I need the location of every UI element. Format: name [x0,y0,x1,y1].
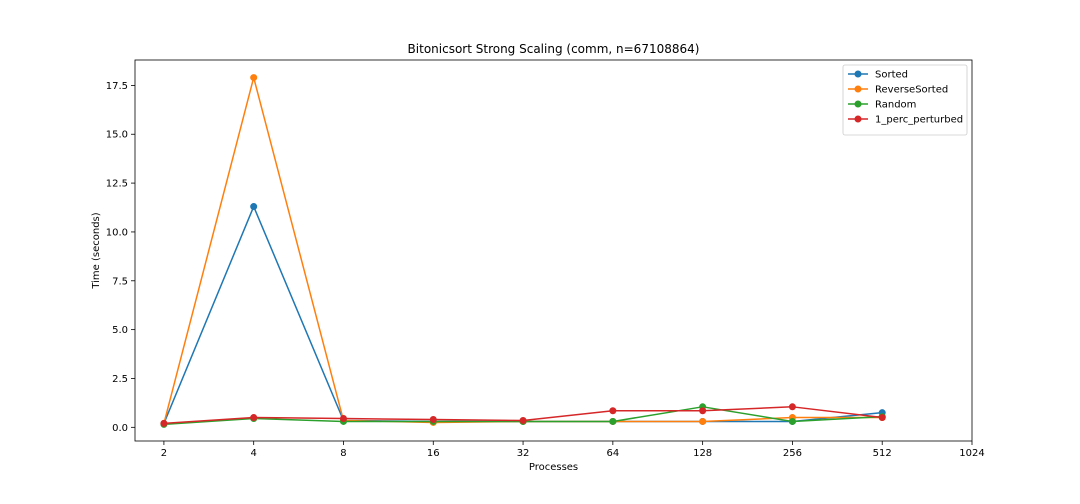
series-point-1_perc_perturbed [339,415,347,423]
y-tick-label: 2.5 [112,374,128,385]
legend-marker-ReverseSorted [854,85,862,93]
legend-marker-1_perc_perturbed [854,115,862,123]
x-tick-label: 16 [427,448,440,459]
legend: Sorted ReverseSorted Random 1_perc_perturbe… [842,64,968,136]
legend-label-Sorted: Sorted [875,70,908,81]
x-tick-label: 256 [783,448,802,459]
x-tick-label: 2 [161,448,167,459]
y-tick-label: 12.5 [106,179,128,190]
series-point-ReverseSorted [250,74,258,82]
legend-box [842,64,968,136]
legend-label-1_perc_perturbed: 1_perc_perturbed [875,115,963,126]
series-point-1_perc_perturbed [250,414,258,422]
y-tick-label: 10.0 [106,227,128,238]
chart-title: Bitonicsort Strong Scaling (comm, n=6710… [408,42,700,56]
series-point-1_perc_perturbed [788,403,796,411]
y-tick-label: 17.5 [106,81,128,92]
series-point-1_perc_perturbed [160,419,168,427]
y-tick-label: 0.0 [112,423,128,434]
y-tick-label: 15.0 [106,130,128,141]
series-point-1_perc_perturbed [429,416,437,424]
series-point-Random [609,417,617,425]
legend-label-ReverseSorted: ReverseSorted [875,85,948,96]
series-point-Random [788,417,796,425]
series-point-1_perc_perturbed [519,416,527,424]
plot-area: 2 4 8 16 32 64 128 256 512 1024 0.0 2.5 5.0 7.5 10.0 12… [106,59,985,459]
legend-marker-Random [854,100,862,108]
x-tick-label: 8 [340,448,346,459]
legend-marker-Sorted [854,70,862,78]
series-point-ReverseSorted [699,417,707,425]
x-tick-label: 512 [873,448,892,459]
x-tick-label: 4 [251,448,257,459]
series-point-1_perc_perturbed [699,407,707,415]
x-tick-label: 128 [693,448,712,459]
legend-label-Random: Random [875,100,916,111]
series-point-1_perc_perturbed [609,407,617,415]
x-axis-title: Processes [529,462,578,473]
y-tick-label: 5.0 [112,325,128,336]
x-tick-label: 32 [517,448,530,459]
y-tick-label: 7.5 [112,276,128,287]
x-tick-label: 1024 [959,448,984,459]
series-point-Sorted [250,203,258,211]
x-tick-label: 64 [606,448,619,459]
y-axis-title: Time (seconds) [91,212,102,289]
plot-frame [134,59,973,442]
series-point-1_perc_perturbed [878,414,886,422]
